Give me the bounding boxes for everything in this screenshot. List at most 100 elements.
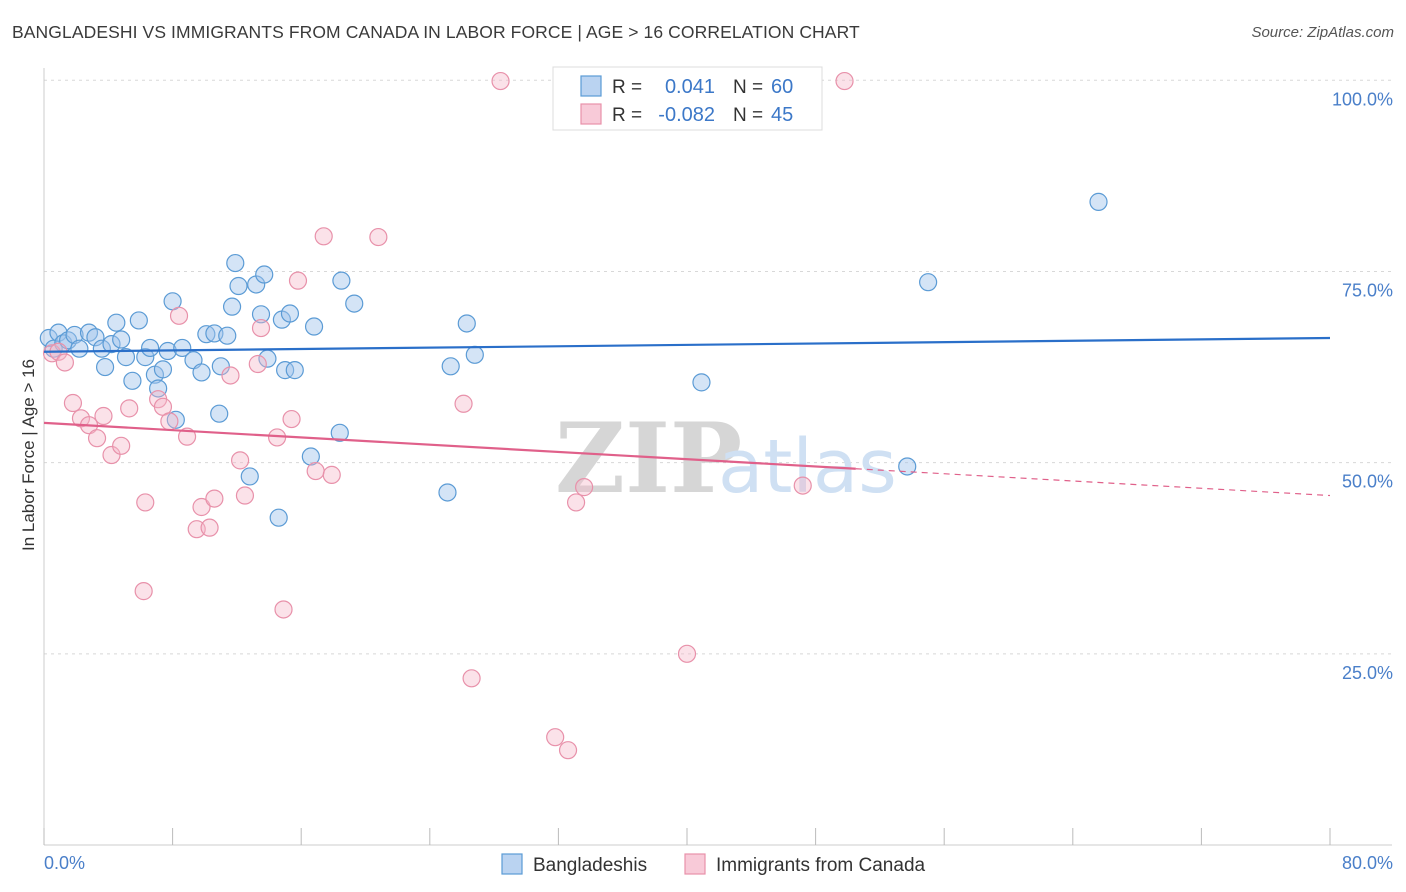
legend-r-value-1: 0.041 (665, 76, 715, 98)
canada-immigrant-point (288, 271, 308, 290)
x-tick-label: 80.0% (1342, 853, 1393, 873)
legend-n-value-1: 60 (771, 76, 793, 98)
bangladeshi-point (330, 423, 349, 442)
canada-immigrant-point (87, 429, 107, 448)
legend-r-label-1: R = (612, 77, 642, 98)
canada-immigrant-point (160, 412, 179, 431)
canada-immigrant-point (112, 436, 131, 455)
bangladeshi-point (123, 371, 142, 390)
canada-immigrant-point (235, 486, 255, 505)
canada-immigrant-point (322, 465, 341, 484)
bangladeshi-point (332, 271, 351, 290)
bottom-legend-label-blue: Bangladeshis (533, 855, 647, 876)
bangladeshi-point (65, 325, 84, 345)
y-tick-label: 50.0% (1342, 472, 1393, 492)
canada-immigrant-point (192, 497, 211, 517)
bangladeshi-point (919, 273, 938, 292)
legend-n-value-2: 45 (771, 104, 793, 126)
canada-immigrant-point (454, 394, 473, 413)
canada-immigrant-point (136, 493, 155, 512)
bangladeshi-point (107, 313, 126, 332)
canada-immigrant-point (793, 476, 812, 495)
canada-immigrant-point (558, 741, 578, 760)
bangladeshi-point (192, 363, 211, 382)
legend-r-value-2: -0.082 (658, 104, 715, 126)
canada-immigrant-point (566, 493, 586, 512)
canada-immigrant-point (306, 461, 325, 481)
bangladeshi-point (49, 323, 68, 342)
y-tick-label: 75.0% (1342, 280, 1393, 300)
bangladeshi-point (70, 339, 89, 358)
bangladeshi-point (229, 276, 248, 296)
canada-immigrant-trend-line (43, 421, 856, 470)
data-points (39, 71, 1108, 760)
canada-immigrant-point (102, 445, 121, 465)
bangladeshi-point (86, 328, 105, 347)
bangladeshi-point (116, 348, 136, 367)
bangladeshi-point (438, 483, 457, 502)
legend-n-label-2: N = (733, 105, 763, 126)
canada-immigrant-point (205, 489, 224, 508)
bangladeshi-point (222, 297, 242, 316)
canada-immigrant-point (94, 406, 113, 426)
x-tick-label: 0.0% (44, 853, 85, 873)
bangladeshi-point (112, 330, 131, 349)
canada-immigrant-point (248, 354, 267, 374)
legend-n-label-1: N = (733, 77, 763, 98)
bangladeshi-point (1089, 192, 1108, 211)
bottom-legend-swatch-pink (684, 853, 706, 875)
bangladeshi-point (692, 373, 711, 392)
bangladeshi-point (304, 317, 324, 336)
watermark: ZIP atlas (555, 402, 897, 515)
bangladeshi-point (102, 335, 121, 354)
bangladeshi-trend-line (43, 336, 1331, 353)
bangladeshi-point (92, 339, 111, 358)
bangladeshi-point (95, 357, 115, 377)
bangladeshi-point (441, 357, 460, 376)
y-tick-label: 100.0% (1332, 89, 1393, 109)
top-legend: R = 0.041 N = 60 R = -0.082 N = 45 (552, 66, 823, 131)
y-tick-label: 25.0% (1342, 663, 1393, 683)
bangladeshi-point (301, 447, 320, 466)
bangladeshi-point (226, 253, 245, 273)
watermark-zip: ZIP (555, 402, 742, 515)
canada-immigrant-point (200, 518, 219, 537)
legend-swatch-blue (580, 75, 602, 97)
bangladeshi-point (276, 361, 295, 380)
canada-immigrant-point (169, 306, 189, 325)
canada-immigrant-point (42, 344, 62, 363)
x-tick-labels: 0.0% 80.0% (44, 853, 1393, 873)
bangladeshi-point (280, 304, 300, 323)
y-tick-labels: 25.0% 50.0% 75.0% 100.0% (1332, 89, 1393, 683)
bangladeshi-point (79, 323, 99, 342)
canada-immigrant-point (282, 409, 301, 429)
bangladeshi-point (251, 305, 271, 324)
bangladeshi-point (210, 404, 229, 423)
bottom-legend-label-pink: Immigrants from Canada (716, 855, 926, 876)
bangladeshi-point (898, 457, 917, 476)
canada-immigrant-point (677, 644, 697, 663)
y-axis-title: In Labor Force | Age > 16 (19, 359, 38, 551)
bangladeshi-point (457, 314, 476, 333)
canada-immigrant-point (63, 393, 83, 413)
bangladeshi-point (465, 345, 484, 364)
bangladeshi-point (173, 338, 192, 358)
canada-immigrant-point (369, 227, 388, 247)
canada-immigrant-point (231, 451, 250, 470)
canada-immigrant-point (462, 669, 481, 688)
bangladeshi-point (153, 360, 173, 379)
bottom-legend-swatch-blue (501, 853, 523, 875)
canada-immigrant-point (491, 71, 510, 91)
canada-immigrant-point (177, 427, 197, 446)
canada-immigrant-point (134, 582, 153, 601)
bangladeshi-point (345, 294, 364, 313)
chart-source: Source: ZipAtlas.com (1251, 24, 1394, 41)
legend-r-label-2: R = (612, 105, 642, 126)
bangladeshi-point (240, 467, 259, 486)
canada-immigrant-point (314, 227, 333, 246)
bangladeshi-point (149, 379, 168, 398)
legend-swatch-pink (580, 103, 602, 125)
canada-immigrant-point (546, 728, 565, 747)
chart-title: BANGLADESHI VS IMMIGRANTS FROM CANADA IN… (12, 22, 860, 42)
